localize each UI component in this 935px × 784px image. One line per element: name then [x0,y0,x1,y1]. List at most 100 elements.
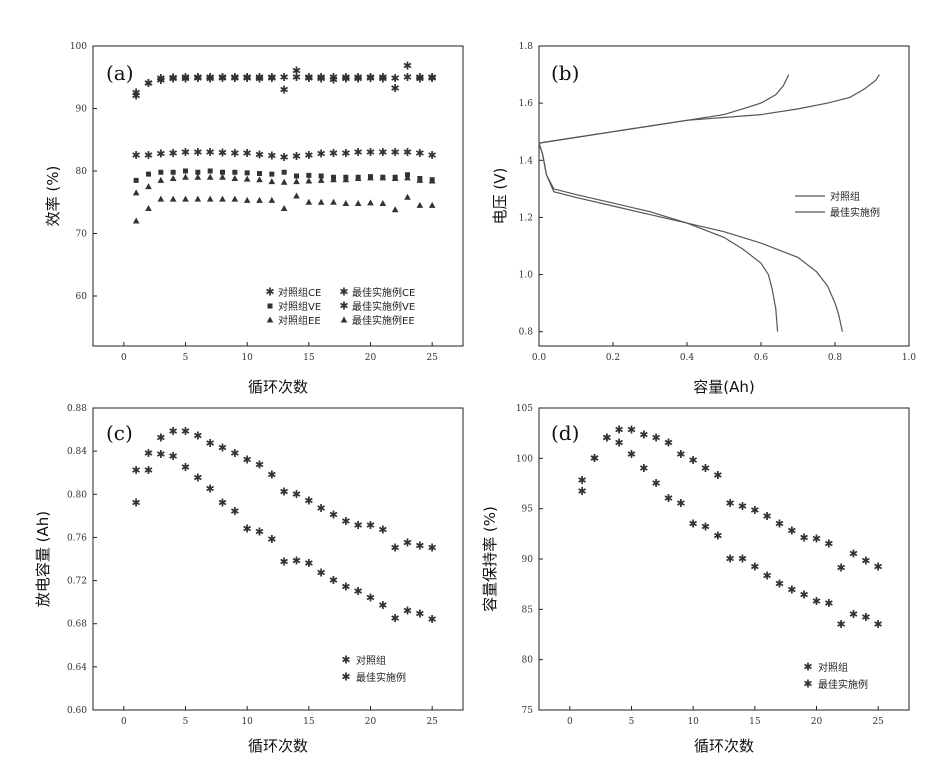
b-series-1-curve-0 [539,75,879,144]
y-tick-label: 95 [522,505,534,515]
panel-c-legend: 对照组 最佳实施例 ✱✱ [341,654,406,685]
panel-a-label: (a) [106,61,134,85]
d-series-1-point: ✱ [664,437,673,450]
c-series-1-point: ✱ [415,540,424,553]
c-series-0-point: ✱ [292,555,301,568]
legend-c-0-marker: ✱ [341,654,350,667]
a-series-1-point [232,170,237,175]
legend-a-5-marker [341,317,348,323]
c-series-1-point: ✱ [378,523,387,536]
a-series-4-point: ✱ [304,149,313,162]
a-series-4-point: ✱ [218,146,227,159]
c-series-0-point: ✱ [218,496,227,509]
d-series-1-point: ✱ [763,510,772,523]
d-series-0-point: ✱ [615,437,624,450]
x-tick-label: 0.2 [606,353,620,363]
a-series-5-point [133,189,140,195]
a-series-5-point [244,176,251,182]
x-tick-label: 10 [687,717,699,727]
a-series-3-point: ✱ [428,71,437,84]
a-series-4-point: ✱ [329,147,338,160]
a-series-1-point [245,170,250,175]
c-series-0-point: ✱ [341,581,350,594]
y-tick-label: 100 [516,454,533,464]
a-series-3-point: ✱ [181,71,190,84]
panel-d-xlabel: 循环次数 [694,737,754,755]
a-series-2-point [256,197,263,203]
x-tick-label: 25 [426,353,438,363]
d-series-1-point: ✱ [824,537,833,550]
c-series-0-point: ✱ [243,522,252,535]
panel-c-xlabel: 循环次数 [248,737,308,755]
a-series-4-point: ✱ [378,146,387,159]
legend-a-2: 对照组EE [278,314,321,327]
x-tick-label: 0.6 [754,353,769,363]
x-tick-label: 15 [303,353,315,363]
c-series-0-point: ✱ [329,574,338,587]
x-tick-label: 0 [121,717,127,727]
d-series-1-point: ✱ [874,561,883,574]
a-series-1-point [306,173,311,178]
a-series-3-point: ✱ [354,71,363,84]
a-series-5-point [182,174,189,180]
c-series-1-point: ✱ [354,519,363,532]
d-series-1-point: ✱ [750,504,759,517]
c-series-0-point: ✱ [144,464,153,477]
a-series-4-point: ✱ [280,151,289,164]
a-series-2-point [306,199,313,205]
d-series-0-point: ✱ [738,553,747,566]
c-series-0-point: ✱ [156,448,165,461]
a-series-4-point: ✱ [156,148,165,161]
a-series-2-point [318,199,325,205]
d-series-1-point: ✱ [578,474,587,487]
a-series-3-point: ✱ [255,71,264,84]
y-tick-label: 1.2 [519,213,533,223]
legend-d-0-marker: ✱ [803,661,812,674]
a-series-3-point: ✱ [156,72,165,85]
legend-a-2-marker [267,317,274,323]
x-tick-label: 0 [121,353,127,363]
panel-d-legend: 对照组 最佳实施例 ✱✱ [803,661,868,692]
a-series-1-point [294,174,299,179]
c-series-0-point: ✱ [415,608,424,621]
a-series-3-point: ✱ [243,71,252,84]
a-series-5-point [269,178,276,184]
d-series-1-point: ✱ [800,531,809,544]
y-tick-label: 75 [522,706,534,716]
y-tick-label: 100 [70,42,87,52]
a-series-3-point: ✱ [230,71,239,84]
d-series-0-point: ✱ [861,611,870,624]
legend-c-1: 最佳实施例 [356,671,406,684]
a-series-1-point [146,172,151,177]
d-series-0-point: ✱ [627,448,636,461]
c-series-0-point: ✱ [428,613,437,626]
a-series-5-point [281,179,288,185]
c-series-1-point: ✱ [341,515,350,528]
c-series-1-point: ✱ [292,488,301,501]
a-series-1-point [134,178,139,183]
panel-d-ylabel: 容量保持率 (%) [481,506,499,612]
a-series-4-point: ✱ [230,147,239,160]
a-series-2-point [133,218,140,224]
d-series-1-point: ✱ [812,532,821,545]
a-series-4-point: ✱ [354,146,363,159]
d-series-1-point: ✱ [652,432,661,445]
a-series-4-point: ✱ [243,147,252,160]
d-series-0-point: ✱ [763,570,772,583]
a-series-0-point: ✱ [280,83,289,96]
x-tick-label: 0 [567,717,573,727]
d-series-0-point: ✱ [652,477,661,490]
a-series-1-point [208,169,213,174]
a-series-4-point: ✱ [415,147,424,160]
a-series-1-point [171,170,176,175]
y-tick-label: 1.8 [519,42,534,52]
a-series-3-point: ✱ [292,71,301,84]
d-series-1-point: ✱ [849,547,858,560]
y-tick-label: 90 [76,105,88,115]
c-series-0-point: ✱ [230,505,239,518]
legend-d-1-marker: ✱ [803,678,812,691]
y-tick-label: 0.72 [67,577,87,587]
a-series-4-point: ✱ [206,146,215,159]
legend-a-4-marker: ✱ [339,300,348,313]
x-tick-label: 10 [241,717,253,727]
